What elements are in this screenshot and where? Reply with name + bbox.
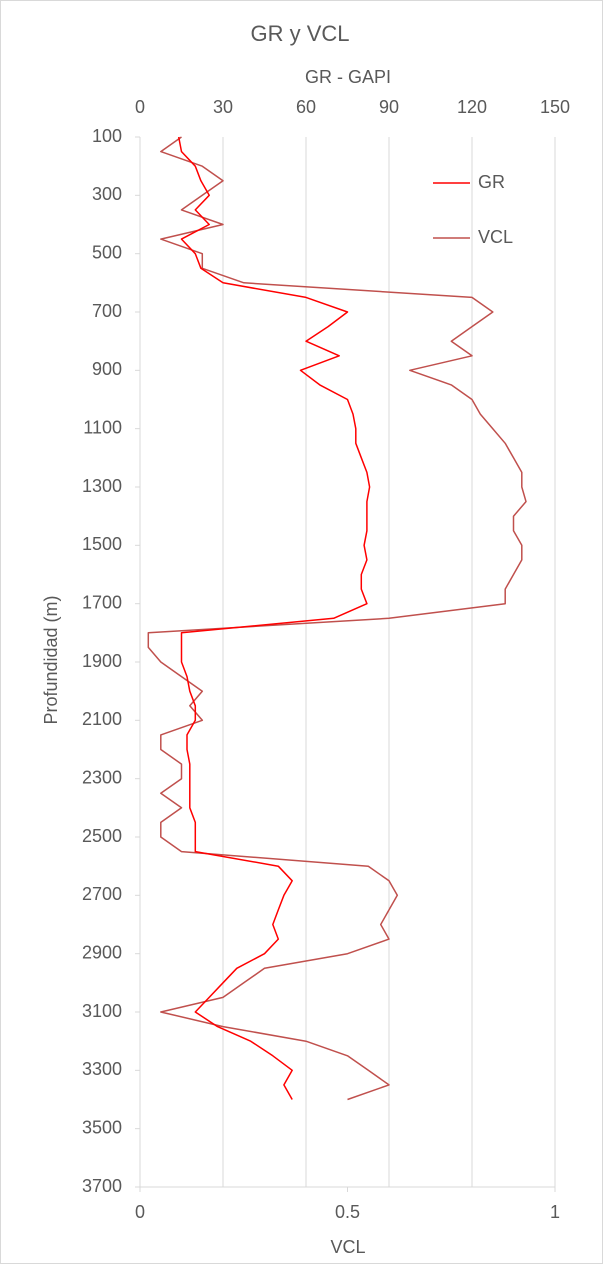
- legend-label: GR: [478, 172, 505, 192]
- series-line: [177, 136, 371, 1100]
- x2-tick-label: 30: [213, 97, 233, 117]
- y-tick-label: 500: [92, 242, 122, 262]
- y-tick-label: 1300: [82, 476, 122, 496]
- y-tick-label: 1500: [82, 534, 122, 554]
- y-tick-label: 300: [92, 184, 122, 204]
- x-tick-label: 0.5: [335, 1202, 360, 1222]
- y-tick-label: 900: [92, 359, 122, 379]
- x2-tick-label: 0: [135, 97, 145, 117]
- y-tick-label: 2700: [82, 884, 122, 904]
- y-tick-label: 2100: [82, 709, 122, 729]
- y-tick-label: 100: [92, 126, 122, 146]
- y-tick-label: 3500: [82, 1117, 122, 1137]
- legend-label: VCL: [478, 227, 513, 247]
- y-tick-label: 1700: [82, 592, 122, 612]
- x-axis-title: VCL: [330, 1237, 365, 1257]
- y-tick-label: 2500: [82, 826, 122, 846]
- x2-tick-label: 90: [379, 97, 399, 117]
- x-tick-label: 0: [135, 1202, 145, 1222]
- y-axis-title: Profundidad (m): [41, 595, 61, 724]
- y-tick-label: 2300: [82, 767, 122, 787]
- y-tick-label: 3100: [82, 1001, 122, 1021]
- x2-axis-title: GR - GAPI: [305, 67, 391, 87]
- x-tick-label: 1: [550, 1202, 560, 1222]
- y-tick-label: 700: [92, 301, 122, 321]
- y-tick-label: 2900: [82, 942, 122, 962]
- series-line: [147, 136, 527, 1101]
- x2-tick-label: 120: [457, 97, 487, 117]
- y-tick-label: 1900: [82, 651, 122, 671]
- y-tick-label: 3300: [82, 1059, 122, 1079]
- x2-tick-label: 60: [296, 97, 316, 117]
- chart-title: GR y VCL: [250, 21, 349, 46]
- y-tick-label: 1100: [83, 417, 122, 437]
- y-tick-label: 3700: [82, 1176, 122, 1196]
- x2-tick-label: 150: [540, 97, 570, 117]
